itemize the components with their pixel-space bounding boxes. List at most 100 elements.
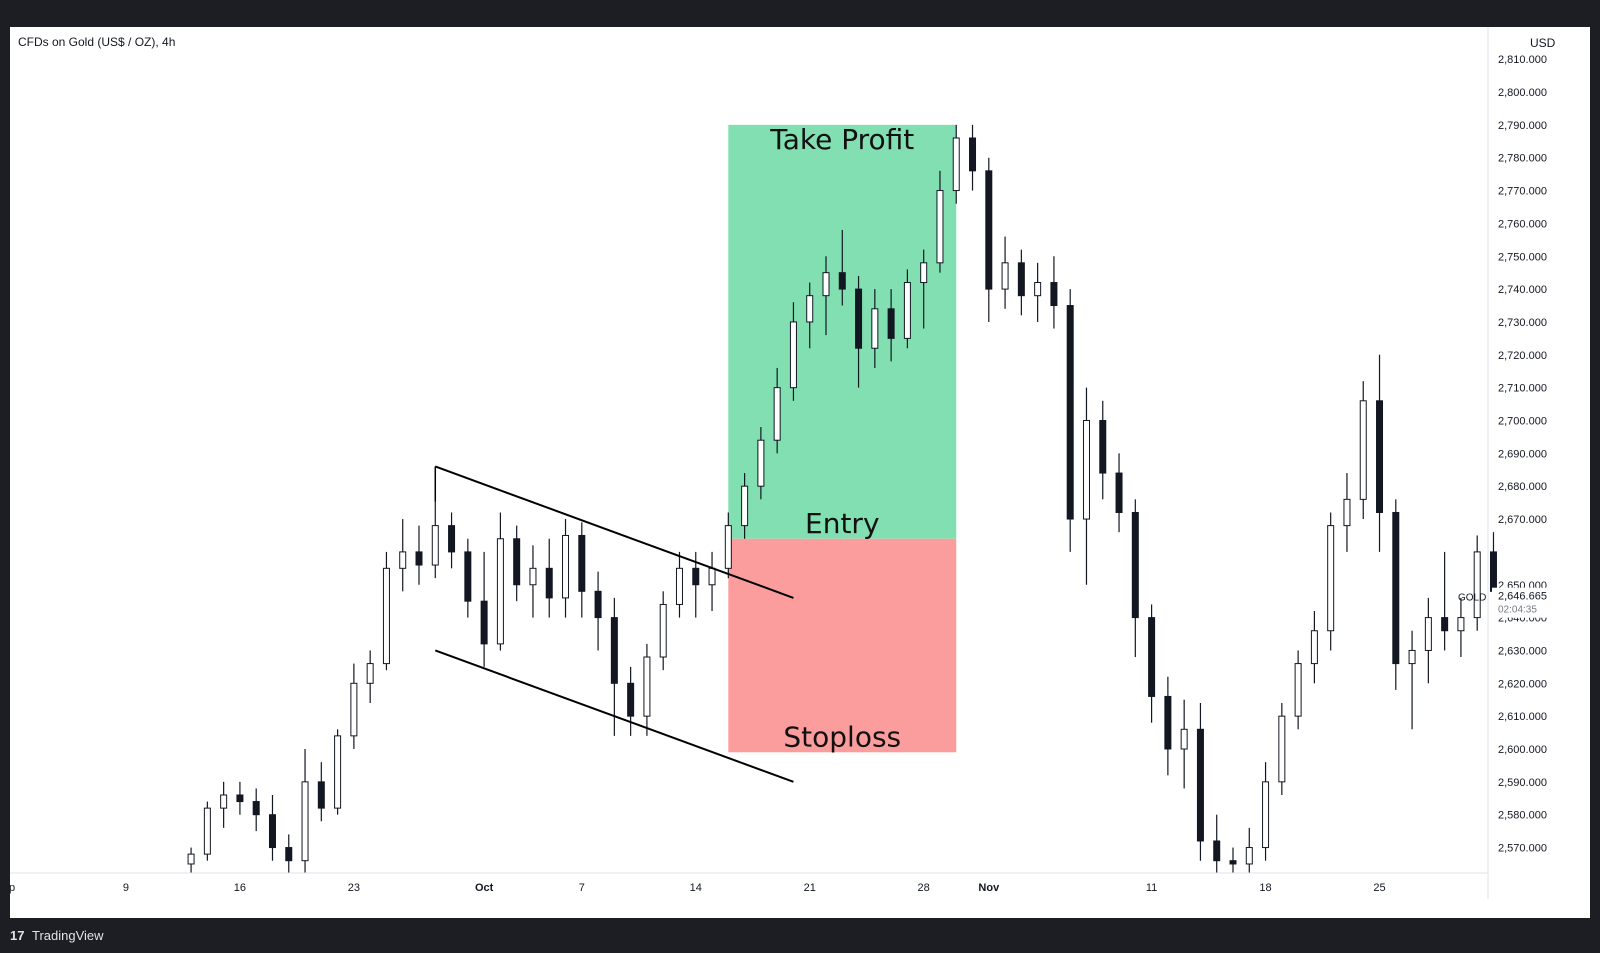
candle-body <box>252 801 260 816</box>
y-tick-label: 2,790.000 <box>1498 120 1547 132</box>
candle-body <box>1082 420 1090 520</box>
candle-body <box>187 853 195 865</box>
candle-body <box>757 439 765 487</box>
zone-labels: Take Profit Entry Stoploss <box>769 123 914 753</box>
candle-body <box>838 272 846 290</box>
stoploss-label: Stoploss <box>783 720 901 753</box>
tradingview-logo-icon[interactable]: 17 <box>10 928 25 943</box>
candle-body <box>545 567 553 599</box>
candle-body <box>708 567 716 586</box>
take-profit-zone <box>728 124 957 539</box>
candle-body <box>594 590 602 619</box>
candle-body <box>659 603 667 658</box>
candle-body <box>529 567 537 586</box>
candle-body <box>448 525 456 553</box>
top-bar <box>0 0 1600 27</box>
candle-body <box>643 656 651 717</box>
price-tag-countdown: 02:04:35 <box>1498 605 1537 616</box>
y-tick-label: 2,770.000 <box>1498 186 1547 198</box>
candle-body <box>610 617 618 684</box>
candle-body <box>920 262 928 284</box>
candle-body <box>969 137 977 172</box>
y-tick-label: 2,690.000 <box>1498 448 1547 460</box>
y-tick-label: 2,680.000 <box>1498 481 1547 493</box>
candle-body <box>382 567 390 665</box>
price-tag-value: 2,646.665 <box>1498 591 1547 603</box>
price-tag-box <box>1492 587 1572 618</box>
candle-body <box>415 551 423 566</box>
x-tick-label: 11 <box>1146 882 1157 894</box>
candle-body <box>855 288 863 349</box>
candle-body <box>1164 695 1172 750</box>
tradingview-brand[interactable]: TradingView <box>32 928 104 943</box>
x-tick-label: 14 <box>690 882 702 894</box>
candle-body <box>773 387 781 441</box>
candle-body <box>1001 262 1009 290</box>
candle-body <box>334 735 342 809</box>
candle-body <box>952 137 960 192</box>
candle-body <box>236 794 244 803</box>
candle-body <box>1229 860 1237 865</box>
candle-body <box>936 190 944 264</box>
candle-body <box>1017 262 1025 297</box>
candle-body <box>741 485 749 527</box>
y-tick-label: 2,800.000 <box>1498 87 1547 99</box>
candle-body <box>1131 511 1139 619</box>
candle-body <box>789 321 797 389</box>
candle-body <box>317 781 325 809</box>
candle-body <box>301 781 309 862</box>
x-tick-label: 18 <box>1259 882 1271 894</box>
candle-body <box>1343 498 1351 527</box>
currency-label[interactable]: USD <box>1530 36 1556 50</box>
candle-body <box>724 525 732 569</box>
x-tick-label: 21 <box>804 882 816 894</box>
candle-body <box>431 525 439 566</box>
candle-body <box>366 663 374 684</box>
candle-body <box>513 538 521 586</box>
candle-body <box>562 534 570 599</box>
candle-body <box>1489 551 1497 592</box>
x-tick-label: 16 <box>234 882 246 894</box>
candle-body <box>871 308 879 349</box>
y-tick-label: 2,620.000 <box>1498 678 1547 690</box>
candle-body <box>1376 400 1384 513</box>
candle-body <box>1148 617 1156 697</box>
y-tick-label: 2,710.000 <box>1498 383 1547 395</box>
candle-body <box>1408 649 1416 665</box>
y-tick-label: 2,590.000 <box>1498 777 1547 789</box>
channel-lower-line <box>434 649 794 783</box>
candle-body <box>1213 840 1221 862</box>
x-tick-label: 9 <box>123 882 129 894</box>
candle-body <box>1180 728 1188 750</box>
x-tick-label: 7 <box>579 882 585 894</box>
channel-lines[interactable] <box>434 465 794 783</box>
y-tick-label: 2,740.000 <box>1498 284 1547 296</box>
candle-body <box>985 170 993 290</box>
candle-body <box>1066 305 1074 520</box>
y-tick-label: 2,600.000 <box>1498 744 1547 756</box>
candle-body <box>1327 525 1335 632</box>
candle-body <box>1441 617 1449 632</box>
candle-body <box>464 551 472 602</box>
candle-body <box>496 538 504 645</box>
y-tick-label: 2,780.000 <box>1498 153 1547 165</box>
axes: p 9 16 23 Oct 7 14 21 28 Nov 11 18 25 2,810.000 2,800.… <box>9 27 1572 899</box>
candle-body <box>1262 781 1270 849</box>
y-tick-label: 2,760.000 <box>1498 218 1547 230</box>
candle-body <box>903 282 911 339</box>
y-tick-label: 2,750.000 <box>1498 251 1547 263</box>
candle-body <box>1115 472 1123 513</box>
y-tick-label: 2,610.000 <box>1498 711 1547 723</box>
candle-body <box>806 295 814 323</box>
x-tick-label: 25 <box>1373 882 1385 894</box>
candle-body <box>675 567 683 605</box>
candle-body <box>1310 630 1318 665</box>
trade-zones <box>728 124 957 753</box>
candle-body <box>399 551 407 569</box>
candle-body <box>627 682 635 717</box>
candle-body <box>285 847 293 862</box>
y-tick-label: 2,810.000 <box>1498 54 1547 66</box>
symbol-title[interactable]: CFDs on Gold (US$ / OZ), 4h <box>18 35 176 49</box>
entry-label: Entry <box>805 507 880 540</box>
